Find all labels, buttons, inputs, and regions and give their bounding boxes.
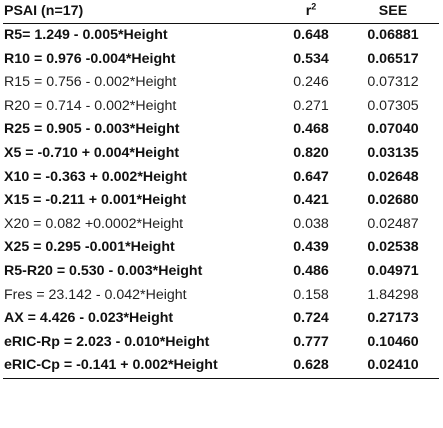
cell-see: 0.07312 — [367, 74, 419, 91]
cell-r-squared: 0.486 — [293, 262, 329, 279]
cell-see: 0.02648 — [367, 168, 419, 185]
cell-equation: X5 = -0.710 + 0.004*Height — [4, 144, 180, 161]
cell-equation: X20 = 0.082 +0.0002*Height — [4, 215, 184, 232]
table-row: R10 = 0.976 -0.004*Height 0.534 0.06517 — [3, 48, 439, 72]
cell-r-squared: 0.820 — [293, 144, 329, 161]
table-header: PSAI (n=17) r2 SEE — [3, 0, 439, 24]
header-r-squared: r2 — [275, 0, 347, 24]
cell-equation: X10 = -0.363 + 0.002*Height — [4, 168, 187, 185]
table-row: R25 = 0.905 - 0.003*Height 0.468 0.07040 — [3, 118, 439, 142]
table-row: eRIC-Rp = 2.023 - 0.010*Height 0.777 0.104… — [3, 331, 439, 355]
cell-see: 0.27173 — [367, 310, 419, 327]
cell-r-squared: 0.777 — [293, 333, 329, 350]
cell-r-squared: 0.468 — [293, 121, 329, 138]
cell-equation: R10 = 0.976 -0.004*Height — [4, 50, 176, 67]
table-row: X10 = -0.363 + 0.002*Height 0.647 0.02648 — [3, 166, 439, 190]
cell-r-squared: 0.647 — [293, 168, 329, 185]
cell-see: 0.02680 — [367, 192, 419, 209]
cell-r-squared: 0.534 — [293, 50, 329, 67]
cell-see: 0.07040 — [367, 121, 419, 138]
cell-equation: eRIC-Cp = -0.141 + 0.002*Height — [3, 354, 275, 379]
cell-equation: R15 = 0.756 - 0.002*Height — [4, 74, 177, 91]
cell-r-squared: 0.038 — [293, 215, 329, 232]
regression-table-container: PSAI (n=17) r2 SEE R5= 1.249 - 0.005*Hei… — [3, 0, 439, 379]
table-row: X5 = -0.710 + 0.004*Height 0.820 0.03135 — [3, 142, 439, 166]
cell-see: 1.84298 — [367, 286, 419, 303]
table-row: R20 = 0.714 - 0.002*Height 0.271 0.07305 — [3, 95, 439, 119]
cell-equation: Fres = 23.142 - 0.042*Height — [4, 286, 187, 303]
table-row: AX = 4.426 - 0.023*Height 0.724 0.27173 — [3, 307, 439, 331]
table-row: R15 = 0.756 - 0.002*Height 0.246 0.07312 — [3, 71, 439, 95]
cell-see: 0.04971 — [367, 262, 419, 279]
table-row: Fres = 23.142 - 0.042*Height 0.158 1.84298 — [3, 284, 439, 308]
cell-equation: R5= 1.249 - 0.005*Height — [4, 27, 168, 43]
cell-r-squared: 0.628 — [275, 354, 347, 379]
table-row: X20 = 0.082 +0.0002*Height 0.038 0.02487 — [3, 213, 439, 237]
cell-equation: AX = 4.426 - 0.023*Height — [4, 310, 174, 327]
table-row: X15 = -0.211 + 0.001*Height 0.421 0.02680 — [3, 189, 439, 213]
cell-r-squared: 0.724 — [293, 310, 329, 327]
cell-equation: X25 = 0.295 -0.001*Height — [4, 239, 175, 256]
cell-equation: R20 = 0.714 - 0.002*Height — [4, 97, 177, 114]
cell-equation: R5-R20 = 0.530 - 0.003*Height — [4, 262, 203, 279]
header-row: PSAI (n=17) r2 SEE — [3, 0, 439, 24]
cell-see: 0.06517 — [367, 50, 419, 67]
header-r-squared-superscript: 2 — [311, 1, 317, 12]
table-row: eRIC-Cp = -0.141 + 0.002*Height 0.628 0.02… — [3, 354, 439, 379]
cell-see: 0.03135 — [367, 144, 419, 161]
table-row: R5= 1.249 - 0.005*Height 0.648 0.06881 — [3, 24, 439, 48]
cell-r-squared: 0.439 — [293, 239, 329, 256]
header-see: SEE — [347, 0, 439, 24]
table-row: R5-R20 = 0.530 - 0.003*Height 0.486 0.0497… — [3, 260, 439, 284]
header-equation: PSAI (n=17) — [3, 0, 275, 24]
cell-r-squared: 0.158 — [293, 286, 329, 303]
cell-see: 0.07305 — [367, 97, 419, 114]
cell-see: 0.06881 — [367, 27, 419, 43]
cell-r-squared: 0.246 — [293, 74, 329, 91]
cell-r-squared: 0.648 — [293, 27, 329, 43]
cell-equation: R25 = 0.905 - 0.003*Height — [4, 121, 180, 138]
regression-table: PSAI (n=17) r2 SEE R5= 1.249 - 0.005*Hei… — [3, 0, 439, 379]
cell-see: 0.10460 — [367, 333, 419, 350]
table-body: R5= 1.249 - 0.005*Height 0.648 0.06881 R10 … — [3, 24, 439, 379]
cell-see: 0.02487 — [367, 215, 419, 232]
table-row: X25 = 0.295 -0.001*Height 0.439 0.02538 — [3, 236, 439, 260]
cell-equation: X15 = -0.211 + 0.001*Height — [4, 192, 187, 209]
header-r-squared-base: r — [305, 3, 312, 19]
cell-equation: eRIC-Rp = 2.023 - 0.010*Height — [4, 333, 210, 350]
cell-see: 0.02410 — [347, 354, 439, 379]
cell-see: 0.02538 — [367, 239, 419, 256]
cell-r-squared: 0.421 — [293, 192, 329, 209]
cell-r-squared: 0.271 — [293, 97, 329, 114]
